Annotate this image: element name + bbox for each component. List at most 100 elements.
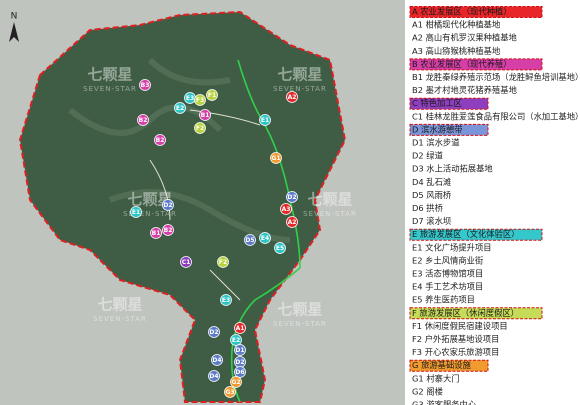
legend-item: D6 拱桥: [412, 203, 444, 213]
map-marker: [280, 203, 292, 215]
legend-item: D5 风雨桥: [412, 190, 452, 200]
marker-label: G3: [225, 389, 234, 396]
legend-item: G2 阁楼: [412, 386, 443, 396]
legend-item: G3 游客服务中心: [412, 400, 477, 405]
north-icon: [9, 22, 19, 42]
map-marker: [286, 191, 298, 203]
marker-label: B2: [139, 117, 148, 124]
legend-item: D3 水上活动拓展基地: [412, 164, 493, 174]
map-marker: [274, 242, 286, 254]
legend-item: E4 手工艺术坊项目: [412, 282, 483, 292]
watermark: SEVEN-STAR: [83, 85, 137, 93]
map-marker: [194, 94, 206, 106]
map-marker: [286, 91, 298, 103]
map-marker: [139, 79, 151, 91]
watermark: 七颗星: [307, 191, 352, 209]
legend-item: D7 滚水坝: [412, 216, 451, 226]
marker-label: G2: [231, 379, 240, 386]
legend-item: A1 柑橘现代化种植基地: [412, 20, 500, 30]
map-marker: [211, 354, 223, 366]
marker-label: B3: [141, 82, 150, 89]
marker-label: D2: [163, 202, 172, 209]
legend-item: D1 滨水步道: [412, 138, 460, 148]
legend-header: D 滨水游憩带: [412, 124, 463, 134]
legend-item: E2 乡土风情商业街: [412, 255, 483, 265]
marker-label: D2: [287, 194, 296, 201]
marker-label: A2: [288, 94, 297, 101]
map-marker: [234, 322, 246, 334]
marker-label: D1: [235, 347, 244, 354]
map-marker: [130, 206, 142, 218]
marker-label: E5: [276, 245, 284, 252]
map-marker: [244, 234, 256, 246]
map-marker: [230, 334, 242, 346]
map-marker: [230, 376, 242, 388]
marker-label: E4: [261, 235, 269, 242]
legend-header: A 农业发展区（现代种植）: [412, 7, 512, 17]
legend-item: F1 休闲度假民宿建设项目: [412, 321, 508, 331]
marker-label: D2: [235, 359, 244, 366]
map-marker: [174, 102, 186, 114]
map-marker: [220, 294, 232, 306]
watermark: 七颗星: [127, 191, 172, 209]
map-marker: [217, 256, 229, 268]
legend-item: E1 文化广场提升项目: [412, 242, 492, 252]
marker-label: B1: [201, 112, 210, 119]
legend-item: G1 村寨大门: [412, 373, 460, 383]
marker-label: F2: [196, 125, 204, 132]
legend-header-box: [409, 97, 489, 110]
map-marker: [162, 199, 174, 211]
watermark: SEVEN-STAR: [93, 315, 147, 323]
watermark: 七颗星: [87, 66, 132, 84]
marker-label: E1: [261, 117, 269, 124]
map-marker: [208, 326, 220, 338]
legend-item: F2 户外拓展基地设项目: [412, 334, 499, 344]
legend-header-box: [409, 123, 489, 136]
marker-label: E2: [176, 105, 184, 112]
legend-header-box: [409, 228, 543, 241]
marker-label: A2: [288, 219, 297, 226]
map-marker: [206, 89, 218, 101]
watermark: SEVEN-STAR: [273, 85, 327, 93]
legend-header-box: [409, 307, 543, 320]
legend-header-box: [409, 359, 489, 372]
legend-item: A2 高山有机罗汉果种植基地: [412, 33, 517, 43]
marker-label: E2: [232, 337, 240, 344]
legend-item: E3 活态博物馆项目: [412, 269, 483, 279]
watermark: SEVEN-STAR: [303, 210, 357, 218]
marker-label: A3: [282, 206, 291, 213]
legend-header: F 旅游发展区（休闲度假区）: [412, 308, 519, 318]
north-label: N: [11, 12, 18, 22]
map-marker: [199, 109, 211, 121]
north-arrow: N: [9, 12, 19, 42]
road: [149, 109, 261, 301]
map-marker: [259, 232, 271, 244]
map-marker: [234, 366, 246, 378]
marker-label: D6: [235, 369, 244, 376]
map-marker: [208, 370, 220, 382]
marker-label: E3: [222, 297, 230, 304]
legend-item: D2 绿道: [412, 151, 443, 161]
map-marker: [162, 224, 174, 236]
legend-header: B 农业发展区（现代养殖）: [412, 59, 512, 69]
map-marker: [270, 152, 282, 164]
marker-label: E3: [186, 95, 194, 102]
marker-label: D4: [212, 357, 221, 364]
legend-header-box: [409, 58, 543, 71]
watermark: 七颗星: [277, 301, 322, 319]
legend-item: B1 龙胜秦绿养殖示范场（龙胜鲟鱼培训基地）: [412, 72, 580, 82]
legend-item: B2 墨才村地灵花猪养殖基地: [412, 85, 517, 95]
marker-label: E1: [132, 209, 140, 216]
map-marker: [180, 256, 192, 268]
map-marker: [194, 122, 206, 134]
legend-header: C 特色加工区: [412, 98, 462, 108]
legend-item: C1 桂林龙胜爱莲食品有限公司（水加工基地）: [412, 111, 580, 121]
map-marker: [234, 344, 246, 356]
watermark: SEVEN-STAR: [273, 320, 327, 328]
map-marker: [286, 216, 298, 228]
watermark: SEVEN-STAR: [123, 210, 177, 218]
marker-label: F2: [219, 259, 227, 266]
map-marker: [150, 227, 162, 239]
